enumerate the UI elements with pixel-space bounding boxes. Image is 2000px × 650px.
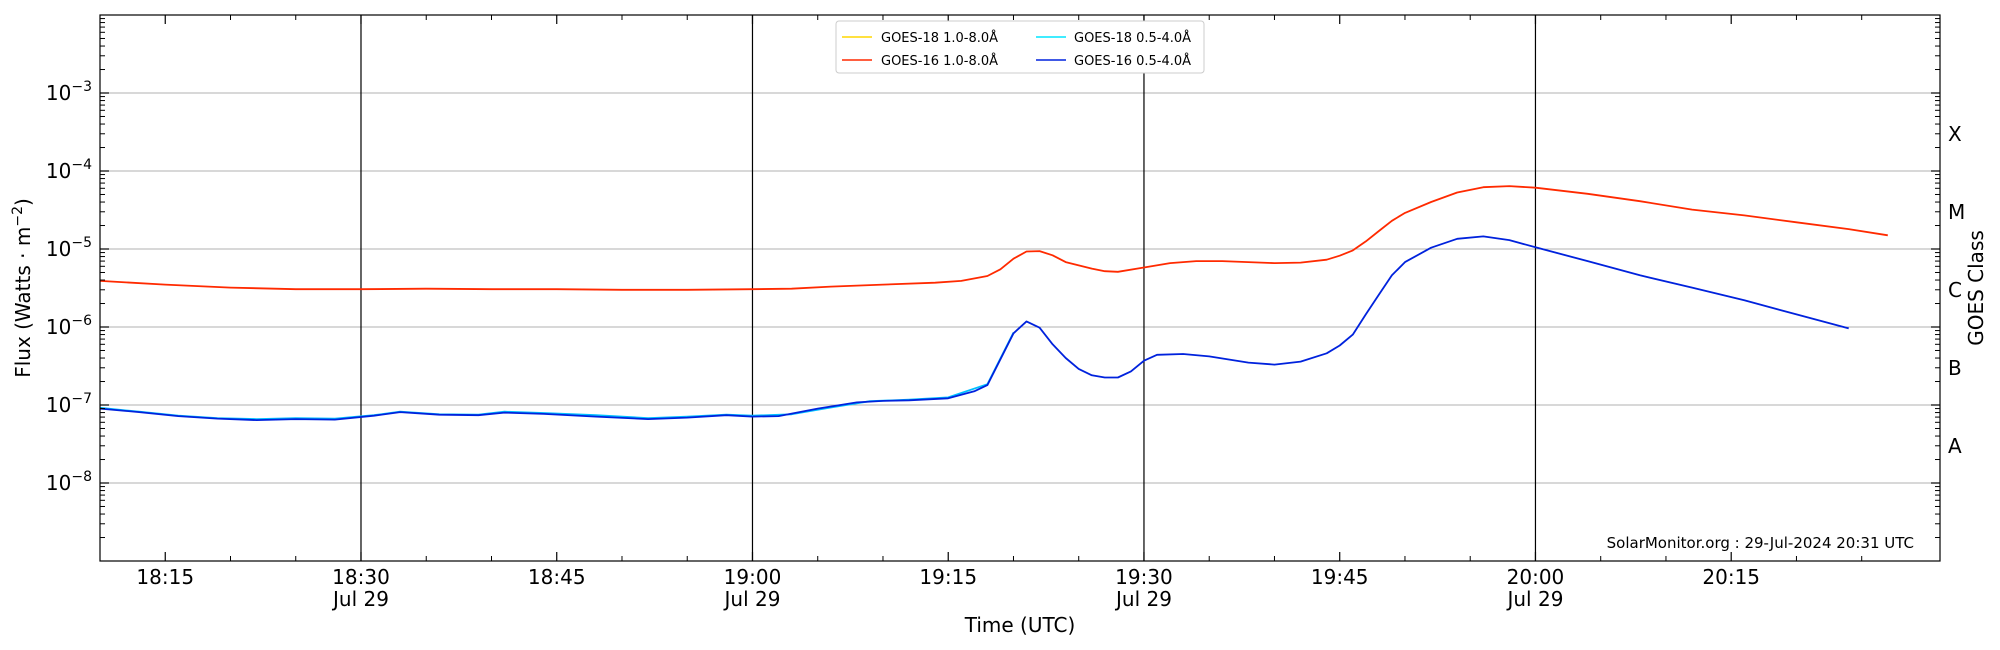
y-tick-label: 10−4 xyxy=(46,157,92,183)
x-tick-label: 20:15 xyxy=(1702,565,1760,589)
x-tick-date-label: Jul 29 xyxy=(331,587,389,611)
goes-class-labels: A B C M X xyxy=(1948,122,1965,458)
series-line xyxy=(99,235,1849,421)
y-tick-label: 10−6 xyxy=(46,313,92,339)
x-tick-label: 19:15 xyxy=(919,565,977,589)
right-axis-label: GOES Class xyxy=(1964,230,1988,346)
goes-class-label: X xyxy=(1948,122,1962,146)
x-tick-label: 18:45 xyxy=(528,565,586,589)
plot-frame xyxy=(99,14,1941,562)
x-tick-label: 20:00 xyxy=(1507,565,1565,589)
x-tick-label: 18:15 xyxy=(136,565,194,589)
goes-class-label: A xyxy=(1948,434,1962,458)
y-tick-label: 10−5 xyxy=(46,235,92,261)
x-tick-label: 19:30 xyxy=(1115,565,1173,589)
legend-label-goes16-long: GOES-16 1.0-8.0Å xyxy=(881,53,998,69)
y-tick-label: 10−8 xyxy=(46,469,92,495)
x-tick-date-label: Jul 29 xyxy=(1505,587,1563,611)
y-tick-labels: 10−8 10−7 10−6 10−5 10−4 10−3 xyxy=(46,79,92,495)
legend: GOES-18 1.0-8.0Å GOES-18 0.5-4.0Å GOES-1… xyxy=(835,20,1205,74)
y-tick-label: 10−7 xyxy=(46,391,92,417)
x-tick-label: 19:45 xyxy=(1311,565,1369,589)
x-tick-date-label: Jul 29 xyxy=(1114,587,1172,611)
legend-label-goes18-long: GOES-18 1.0-8.0Å xyxy=(881,30,998,46)
goes-class-label: M xyxy=(1948,200,1965,224)
credit-text: SolarMonitor.org : 29-Jul-2024 20:31 UTC xyxy=(1607,534,1914,552)
goes-class-label: C xyxy=(1948,278,1962,302)
axis-ticks xyxy=(99,15,1940,561)
x-tick-label: 19:00 xyxy=(724,565,782,589)
series-line xyxy=(99,185,1888,291)
day-markers xyxy=(360,15,1537,561)
x-tick-label: 18:30 xyxy=(332,565,390,589)
x-axis-label: Time (UTC) xyxy=(964,613,1076,637)
y-axis-label: Flux (Watts · m−2) xyxy=(10,198,35,378)
legend-box xyxy=(835,20,1205,74)
legend-label-goes16-short: GOES-16 0.5-4.0Å xyxy=(1074,53,1191,69)
series-lines xyxy=(99,185,1888,421)
x-tick-date-label: Jul 29 xyxy=(723,587,781,611)
goes-class-label: B xyxy=(1948,356,1962,380)
y-tick-label: 10−3 xyxy=(46,79,92,105)
legend-label-goes18-short: GOES-18 0.5-4.0Å xyxy=(1074,30,1191,46)
